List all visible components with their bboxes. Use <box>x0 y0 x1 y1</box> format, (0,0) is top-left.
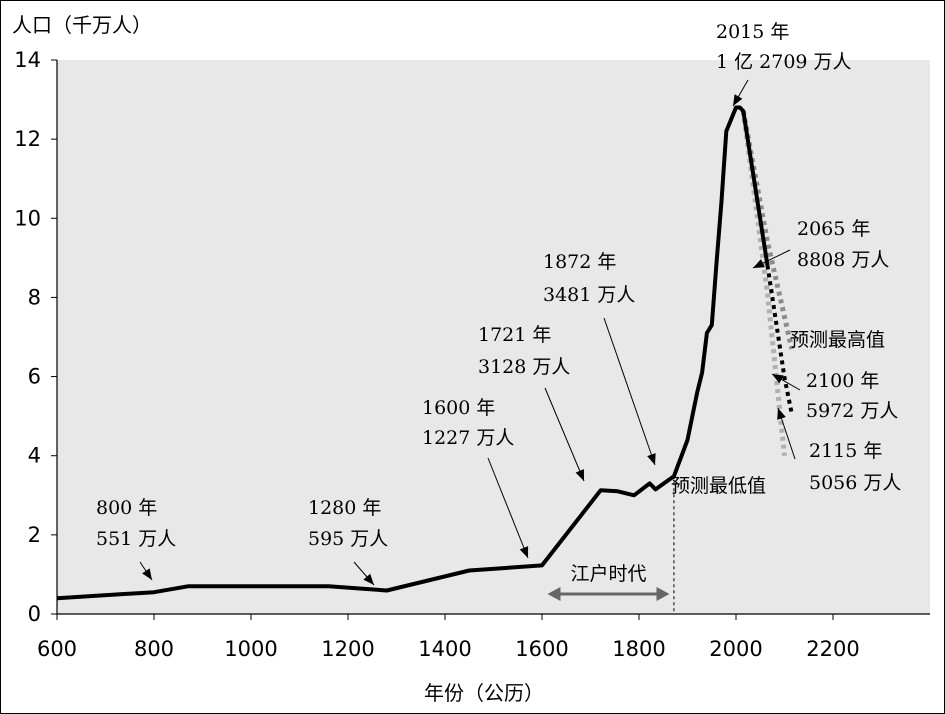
annotation-population: 3128 万人 <box>478 356 570 378</box>
annotation-population: 5972 万人 <box>806 400 898 422</box>
x-tick-label: 600 <box>37 637 77 661</box>
annotation-0: 800 年 551 万人 <box>96 497 176 581</box>
annotation-arrow-line <box>487 457 529 559</box>
annotation-year: 1280 年 <box>308 497 381 519</box>
annotation-population: 1 亿 2709 万人 <box>716 51 852 73</box>
era-marker: 江户时代 <box>547 476 675 614</box>
annotation-6: 2065 年 8808 万人 <box>752 218 889 271</box>
annotation-1: 1280 年 595 万人 <box>308 497 388 586</box>
annotation-7: 2100 年 5972 万人 <box>771 370 898 422</box>
y-tick-label: 2 <box>28 523 41 547</box>
plot-area <box>57 60 930 614</box>
x-tick-label: 1200 <box>321 637 374 661</box>
annotation-year: 2015 年 <box>716 21 789 43</box>
y-tick-label: 4 <box>28 444 41 468</box>
annotation-arrow-head <box>772 374 784 384</box>
y-axis-title: 人口（千万人） <box>12 13 152 37</box>
annotation-year: 1872 年 <box>543 251 616 273</box>
y-tick-label: 14 <box>14 48 41 72</box>
annotation-population: 1227 万人 <box>422 427 514 449</box>
x-tick-label: 1800 <box>612 637 665 661</box>
annotation-arrow-head <box>777 408 786 420</box>
annotation-population: 595 万人 <box>308 528 388 550</box>
legend-high-label: 预测最高值 <box>790 329 885 351</box>
x-tick-label: 1400 <box>418 637 471 661</box>
x-tick-label: 800 <box>134 637 174 661</box>
y-tick-label: 10 <box>14 206 41 230</box>
projection-median-line <box>765 265 794 415</box>
annotation-year: 800 年 <box>96 497 157 519</box>
annotation-3: 1721 年 3128 万人 <box>478 324 585 482</box>
edo-arrow-right <box>656 587 670 601</box>
y-tick-label: 12 <box>14 127 41 151</box>
annotation-8: 2115 年 5056 万人 <box>777 407 901 494</box>
annotation-arrow-head <box>142 568 152 580</box>
annotation-population: 3481 万人 <box>543 284 635 306</box>
y-tick-label: 6 <box>28 365 41 389</box>
y-tick-label: 0 <box>28 602 41 626</box>
annotation-year: 2100 年 <box>806 370 879 392</box>
annotation-arrow-head <box>647 453 656 465</box>
edo-era-label: 江户时代 <box>570 563 646 585</box>
annotation-arrow-line <box>603 317 656 466</box>
annotation-population: 551 万人 <box>96 528 176 550</box>
x-tick-label: 1600 <box>515 637 568 661</box>
edo-arrow-left <box>547 587 561 601</box>
annotation-year: 2065 年 <box>797 218 870 240</box>
x-axis-title: 年份（公历） <box>424 681 544 705</box>
annotation-arrow-head <box>519 546 529 558</box>
annotation-year: 1600 年 <box>422 397 495 419</box>
annotation-arrow-head <box>753 259 765 268</box>
x-tick-label: 2000 <box>709 637 762 661</box>
annotation-population: 5056 万人 <box>809 472 901 494</box>
annotation-arrow-head <box>575 469 584 481</box>
annotation-year: 2115 年 <box>809 440 882 462</box>
annotation-arrow-line <box>544 387 585 482</box>
x-tick-label: 2200 <box>806 637 859 661</box>
annotation-arrow-head <box>733 94 743 106</box>
annotation-5: 2015 年 1 亿 2709 万人 <box>716 21 852 107</box>
legend-low-label: 预测最低值 <box>671 475 766 497</box>
annotation-population: 8808 万人 <box>797 249 889 271</box>
annotation-2: 1600 年 1227 万人 <box>422 397 529 559</box>
annotation-year: 1721 年 <box>478 324 551 346</box>
axes: 600 800 1000 1200 1400 1600 1800 2000 2200 0 2 4 6 8 1… <box>14 48 930 661</box>
y-tick-label: 8 <box>28 285 41 309</box>
annotation-4: 1872 年 3481 万人 <box>543 251 656 466</box>
x-tick-label: 1000 <box>224 637 277 661</box>
annotation-arrow-head <box>363 573 374 585</box>
